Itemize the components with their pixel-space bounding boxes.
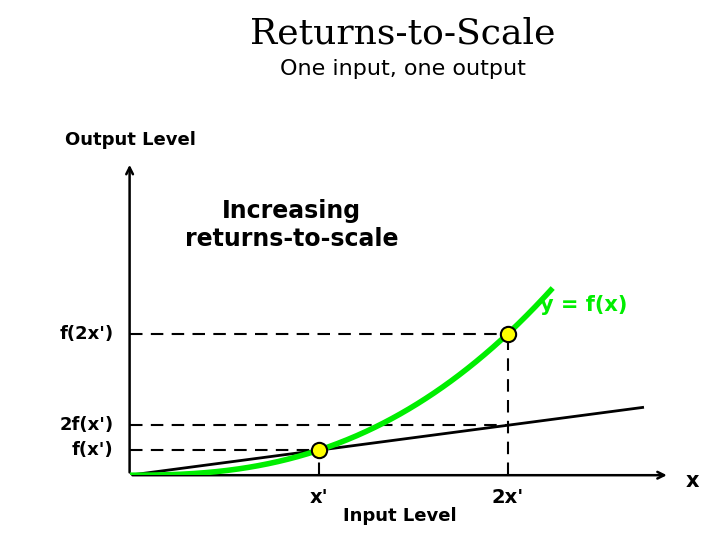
Text: Output Level: Output Level xyxy=(65,131,196,150)
Text: x': x' xyxy=(310,488,328,507)
Text: x: x xyxy=(685,471,699,491)
Text: f(2x'): f(2x') xyxy=(59,325,114,343)
Text: y = f(x): y = f(x) xyxy=(540,295,627,315)
Text: One input, one output: One input, one output xyxy=(280,59,526,79)
Text: Input Level: Input Level xyxy=(343,507,456,524)
Text: f(x'): f(x') xyxy=(72,441,114,459)
Text: 2x': 2x' xyxy=(492,488,523,507)
Text: Increasing
returns-to-scale: Increasing returns-to-scale xyxy=(185,199,398,251)
Text: 2f(x'): 2f(x') xyxy=(59,416,114,434)
Text: Returns-to-Scale: Returns-to-Scale xyxy=(251,16,556,50)
